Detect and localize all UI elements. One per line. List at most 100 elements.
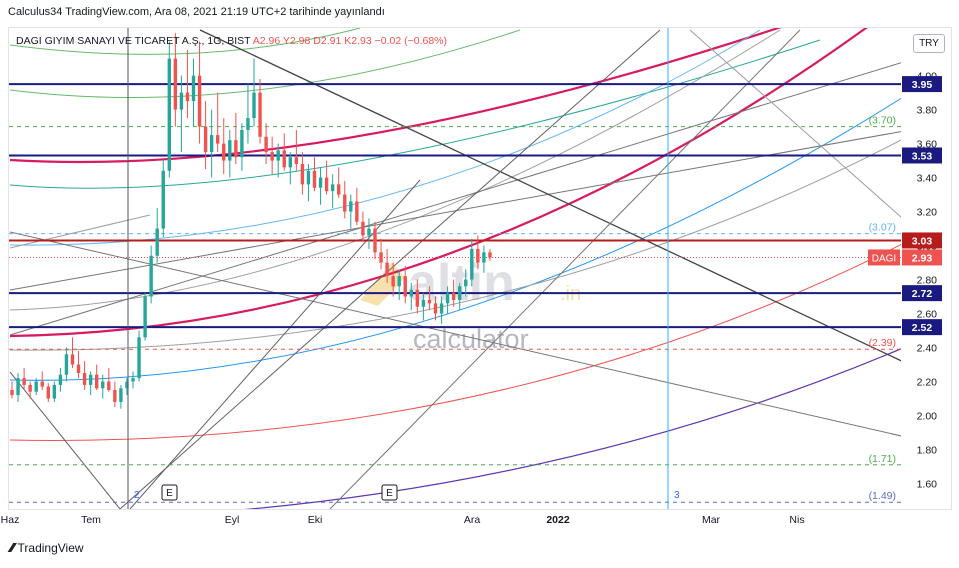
fib-label-3: (1.71) <box>869 453 896 465</box>
candle-body <box>306 170 311 185</box>
candle-body <box>16 378 20 396</box>
candle-body <box>403 276 407 297</box>
candle-body <box>173 58 178 110</box>
candle-body <box>246 118 250 130</box>
gann-line-10 <box>129 179 421 509</box>
level-label-4: 2.52 <box>912 322 933 334</box>
time-tick-label: Mar <box>702 514 721 526</box>
candle-body <box>216 135 220 144</box>
level-label-bg-4 <box>902 319 942 336</box>
candle-body <box>167 58 171 171</box>
price-tick-label: 2.00 <box>917 411 938 423</box>
chart-frame[interactable] <box>8 27 952 510</box>
candle-body <box>228 140 232 161</box>
price-tick-label: 3.40 <box>917 173 938 185</box>
currency-button[interactable]: TRY <box>913 34 945 53</box>
time-tick-label: Nis <box>789 514 804 526</box>
gann-arc-11 <box>9 139 901 351</box>
last-price-label: 2.93 <box>912 252 933 264</box>
footer-brand: TradingView <box>17 540 84 555</box>
event-marker-box-1 <box>381 484 398 501</box>
time-tick-label: Eyl <box>225 514 240 526</box>
candle-body <box>82 373 87 385</box>
candle-body <box>40 381 44 387</box>
gann-line-7 <box>329 29 801 509</box>
gann-arc-1 <box>9 28 782 164</box>
candle-body <box>355 201 359 222</box>
price-axis[interactable]: 1.601.802.002.202.402.602.803.003.203.40… <box>901 28 951 509</box>
gann-arc-8 <box>9 243 901 441</box>
price-tick-label: 2.60 <box>917 309 938 321</box>
gann-arc-3 <box>9 39 821 189</box>
level-labels-layer: 3.95 3.53 3.03 2.72 2.52 DAGI 2.93 (3.70) (3.07)… <box>868 76 942 502</box>
candle-body <box>70 354 75 365</box>
tradingview-logo-icon: ⁄⁄⁄ <box>10 540 14 555</box>
candle-body <box>337 184 341 195</box>
candle-body <box>22 378 26 385</box>
candle-body <box>46 386 50 399</box>
gann-line-8 <box>9 371 121 509</box>
time-tick-label: Haz <box>1 514 20 526</box>
candle-body <box>343 194 347 212</box>
gann-line-6 <box>119 29 661 509</box>
price-tick-label: 2.20 <box>917 377 938 389</box>
candle-body <box>203 126 208 153</box>
candle-body <box>488 252 492 258</box>
candle-body <box>445 293 450 304</box>
symbol-legend[interactable]: DAGI GIYIM SANAYI VE TICARET A.Ş., 1G, B… <box>16 35 447 47</box>
price-tick-label: 3.80 <box>917 105 938 117</box>
level-label-bg-3 <box>902 285 942 302</box>
candle-body <box>101 381 105 389</box>
candle-body <box>197 75 202 127</box>
candle-body <box>367 228 371 236</box>
candle-body <box>482 252 486 263</box>
vertical-lines-layer: 2 3 E E <box>127 28 680 509</box>
open-value: A2.96 <box>252 35 281 47</box>
candle-body <box>209 135 214 153</box>
level-label-2: 3.03 <box>912 235 933 247</box>
time-axis[interactable]: Haz Tem Eyl Eki Ara 2022 Mar Nis <box>1 514 805 526</box>
time-tick-label: Tem <box>81 514 101 526</box>
candle-body <box>76 364 81 374</box>
candle-body <box>264 136 268 153</box>
candle-body <box>34 381 38 392</box>
candle-body <box>318 177 323 188</box>
gann-line-5 <box>9 231 901 437</box>
vertical-line-label-3: 3 <box>674 490 680 501</box>
candle-body <box>149 255 153 297</box>
candle-body <box>222 143 226 161</box>
candle-body <box>324 177 329 192</box>
level-label-1: 3.53 <box>912 150 933 162</box>
last-price-label-bg <box>902 249 942 266</box>
candle-body <box>409 289 413 297</box>
candle-body <box>191 75 196 102</box>
candle-body <box>234 140 238 158</box>
candle-body <box>107 381 111 391</box>
candle-body <box>451 293 456 300</box>
last-price-symbol: DAGI <box>872 253 896 264</box>
candle-body <box>294 157 299 164</box>
price-tick-label: 3.20 <box>917 207 938 219</box>
candle-body <box>361 221 365 236</box>
level-label-3: 2.72 <box>912 288 933 300</box>
candle-body <box>385 262 389 277</box>
candle-body <box>252 92 256 119</box>
candle-body <box>161 170 165 229</box>
fib-label-4: (1.49) <box>869 490 896 502</box>
candle-body <box>373 228 377 253</box>
candle-body <box>155 228 159 256</box>
publication-header: Calculus34 TradingView.com, Ara 08, 2021… <box>8 6 385 18</box>
level-label-bg-2 <box>902 232 942 249</box>
candle-body <box>391 276 395 287</box>
candle-body <box>270 152 274 161</box>
time-tick-label: Eki <box>308 514 323 526</box>
footer: ⁄⁄⁄ TradingView <box>10 540 84 555</box>
gann-arc-4 <box>9 29 521 98</box>
candle-body <box>288 157 292 168</box>
event-marker-0: E <box>166 488 173 499</box>
candle-body <box>185 92 190 102</box>
candle-body <box>458 286 462 300</box>
candle-body <box>95 374 99 389</box>
vertical-line-label-2: 2 <box>134 490 140 501</box>
